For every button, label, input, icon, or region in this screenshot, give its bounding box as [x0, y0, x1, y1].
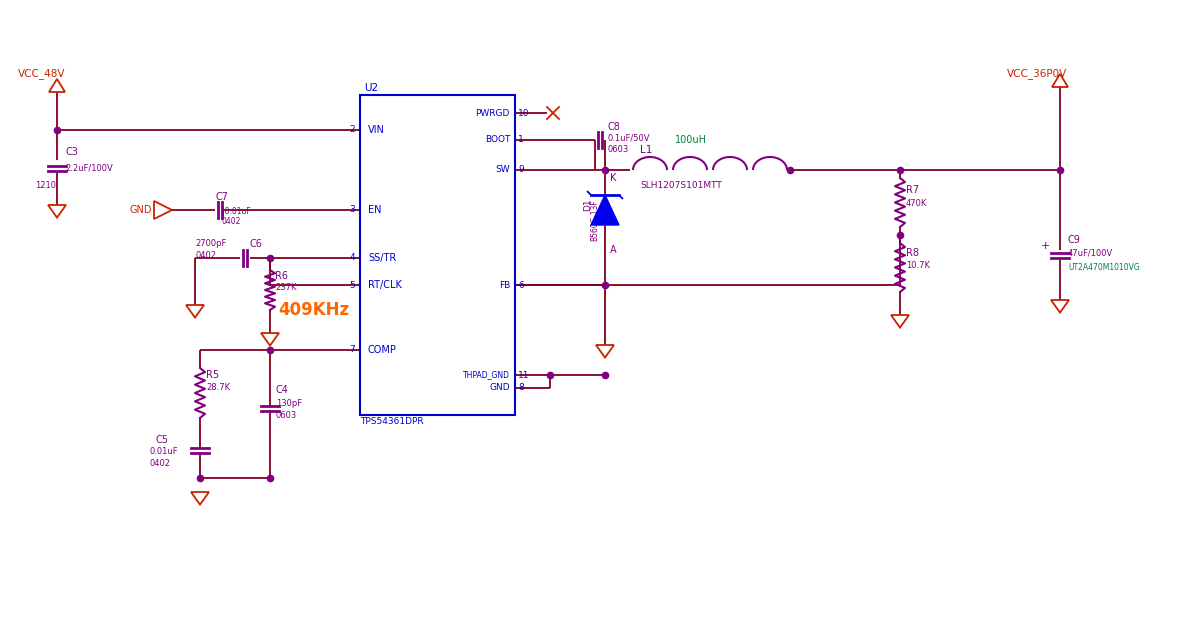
- Text: 237K: 237K: [275, 283, 296, 293]
- Text: R8: R8: [905, 248, 918, 258]
- Text: PWRGD: PWRGD: [475, 109, 511, 117]
- Text: TPS54361DPR: TPS54361DPR: [360, 418, 423, 427]
- Text: C6: C6: [250, 239, 263, 249]
- Text: FB: FB: [499, 281, 511, 290]
- Text: VIN: VIN: [368, 125, 384, 135]
- Text: B560C-13F: B560C-13F: [590, 199, 599, 241]
- Text: BOOT: BOOT: [485, 136, 511, 144]
- Text: 3: 3: [349, 206, 355, 215]
- Text: COMP: COMP: [368, 345, 397, 355]
- Text: 6: 6: [518, 281, 523, 290]
- Text: R7: R7: [905, 185, 920, 195]
- Text: C7: C7: [216, 192, 229, 202]
- Text: SW: SW: [495, 165, 511, 175]
- Text: 130pF: 130pF: [276, 399, 302, 408]
- Text: 0603: 0603: [608, 144, 630, 153]
- Text: 0603: 0603: [276, 411, 297, 420]
- Text: GND: GND: [489, 384, 511, 392]
- Text: 28.7K: 28.7K: [206, 384, 230, 392]
- Text: 10.7K: 10.7K: [905, 261, 930, 269]
- Text: 9: 9: [518, 165, 523, 175]
- Text: 5: 5: [349, 281, 355, 290]
- Polygon shape: [591, 195, 619, 225]
- Text: 0402: 0402: [222, 218, 242, 227]
- Text: 1210: 1210: [35, 180, 55, 189]
- Text: VCC_36P0V: VCC_36P0V: [1007, 69, 1067, 80]
- Text: SLH1207S101MTT: SLH1207S101MTT: [640, 180, 722, 189]
- Text: +: +: [1041, 241, 1050, 251]
- Text: C8: C8: [608, 122, 621, 132]
- Text: R5: R5: [206, 370, 219, 380]
- Text: 2700pF: 2700pF: [195, 240, 226, 249]
- Text: 47uF/100V: 47uF/100V: [1068, 249, 1113, 257]
- Text: 1: 1: [518, 136, 523, 144]
- Text: 7: 7: [349, 346, 355, 355]
- Text: 409KHz: 409KHz: [278, 301, 349, 319]
- Text: RT/CLK: RT/CLK: [368, 280, 402, 290]
- Text: C4: C4: [276, 385, 289, 395]
- Bar: [360, 95, 515, 415]
- Text: 2.2uF/100V: 2.2uF/100V: [65, 163, 113, 172]
- Text: 8: 8: [518, 384, 523, 392]
- Text: C5: C5: [154, 435, 167, 445]
- Text: THPAD_GND: THPAD_GND: [463, 370, 511, 379]
- Text: 11: 11: [518, 370, 529, 379]
- Text: D1: D1: [582, 199, 592, 211]
- Text: K: K: [610, 173, 617, 183]
- Text: 0402: 0402: [150, 459, 171, 468]
- Text: 2: 2: [349, 126, 355, 134]
- Text: SS/TR: SS/TR: [368, 253, 396, 263]
- Text: U2: U2: [364, 83, 378, 93]
- Text: EN: EN: [368, 205, 382, 215]
- Text: 0.1uF/50V: 0.1uF/50V: [608, 134, 651, 143]
- Text: R6: R6: [275, 271, 288, 281]
- Text: 100uH: 100uH: [676, 135, 707, 145]
- Text: VCC_48V: VCC_48V: [18, 69, 66, 80]
- Text: C3: C3: [65, 147, 78, 157]
- Text: 10: 10: [518, 109, 529, 117]
- Text: 4: 4: [349, 254, 355, 262]
- Text: 0402: 0402: [195, 251, 216, 259]
- Text: UT2A470M1010VG: UT2A470M1010VG: [1068, 262, 1140, 271]
- Text: L1: L1: [640, 145, 652, 155]
- Text: GND: GND: [130, 205, 152, 215]
- Text: |0.01uF: |0.01uF: [222, 208, 251, 216]
- Text: 470K: 470K: [905, 199, 928, 208]
- Text: A: A: [610, 245, 617, 255]
- Text: 0.01uF: 0.01uF: [150, 447, 179, 456]
- Text: C9: C9: [1068, 235, 1081, 245]
